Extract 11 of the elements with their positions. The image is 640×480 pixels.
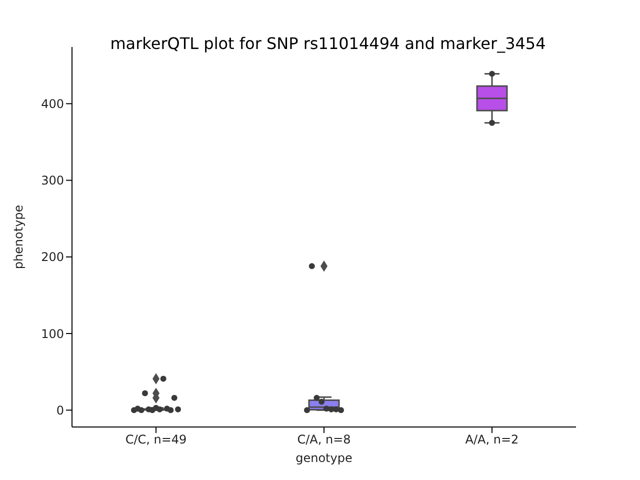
x-tick-label: C/C, n=49 bbox=[125, 432, 187, 447]
y-tick-label: 200 bbox=[41, 250, 64, 264]
y-tick-label: 300 bbox=[41, 174, 64, 188]
x-axis-title: genotype bbox=[296, 451, 352, 465]
y-tick-label: 0 bbox=[56, 403, 64, 418]
y-axis-title: phenotype bbox=[11, 204, 26, 270]
y-tick-label: 400 bbox=[41, 96, 64, 111]
x-tick-label: A/A, n=2 bbox=[465, 432, 519, 447]
chart-title: markerQTL plot for SNP rs11014494 and marker_3454 bbox=[109, 34, 547, 53]
y-tick-label: 100 bbox=[41, 326, 64, 341]
x-tick-label: C/A, n=8 bbox=[297, 432, 351, 447]
